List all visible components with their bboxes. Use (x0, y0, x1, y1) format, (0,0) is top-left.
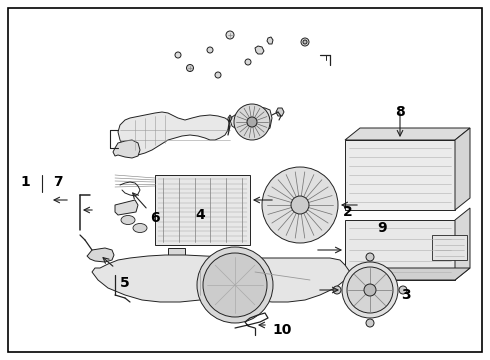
Bar (345, 220, 455, 280)
Text: 7: 7 (53, 175, 63, 189)
Circle shape (303, 40, 307, 44)
Circle shape (366, 253, 374, 261)
Bar (345, 140, 455, 210)
Circle shape (245, 59, 251, 65)
Polygon shape (345, 128, 470, 140)
Circle shape (301, 38, 309, 46)
Polygon shape (92, 255, 350, 302)
Polygon shape (230, 107, 272, 135)
Polygon shape (87, 248, 114, 262)
Polygon shape (455, 208, 470, 280)
Bar (155, 175, 250, 245)
Polygon shape (345, 268, 470, 280)
Polygon shape (168, 248, 185, 260)
Circle shape (197, 247, 273, 323)
Circle shape (234, 104, 270, 140)
Circle shape (215, 72, 221, 78)
Polygon shape (115, 200, 138, 215)
Circle shape (364, 284, 376, 296)
Circle shape (207, 47, 213, 53)
Text: 9: 9 (377, 221, 387, 235)
Text: 5: 5 (120, 276, 130, 290)
Circle shape (399, 286, 407, 294)
Text: 1: 1 (20, 175, 30, 189)
Ellipse shape (121, 216, 135, 225)
Text: 10: 10 (272, 323, 292, 337)
Polygon shape (267, 37, 273, 44)
Circle shape (347, 267, 393, 313)
Text: 3: 3 (401, 288, 411, 302)
Circle shape (247, 117, 257, 127)
Polygon shape (255, 46, 264, 54)
Circle shape (226, 31, 234, 39)
Polygon shape (118, 112, 230, 156)
Bar (432, 235, 467, 260)
Polygon shape (228, 115, 232, 122)
Text: 2: 2 (343, 205, 353, 219)
Polygon shape (113, 140, 140, 158)
Text: 8: 8 (395, 105, 405, 119)
Circle shape (262, 167, 338, 243)
Circle shape (187, 64, 194, 72)
Circle shape (366, 319, 374, 327)
Circle shape (291, 196, 309, 214)
Ellipse shape (133, 224, 147, 233)
Text: 6: 6 (150, 211, 160, 225)
Polygon shape (276, 108, 284, 116)
Circle shape (342, 262, 398, 318)
Circle shape (203, 253, 267, 317)
Text: 4: 4 (195, 208, 205, 222)
Polygon shape (455, 128, 470, 210)
Circle shape (175, 52, 181, 58)
Circle shape (333, 286, 341, 294)
